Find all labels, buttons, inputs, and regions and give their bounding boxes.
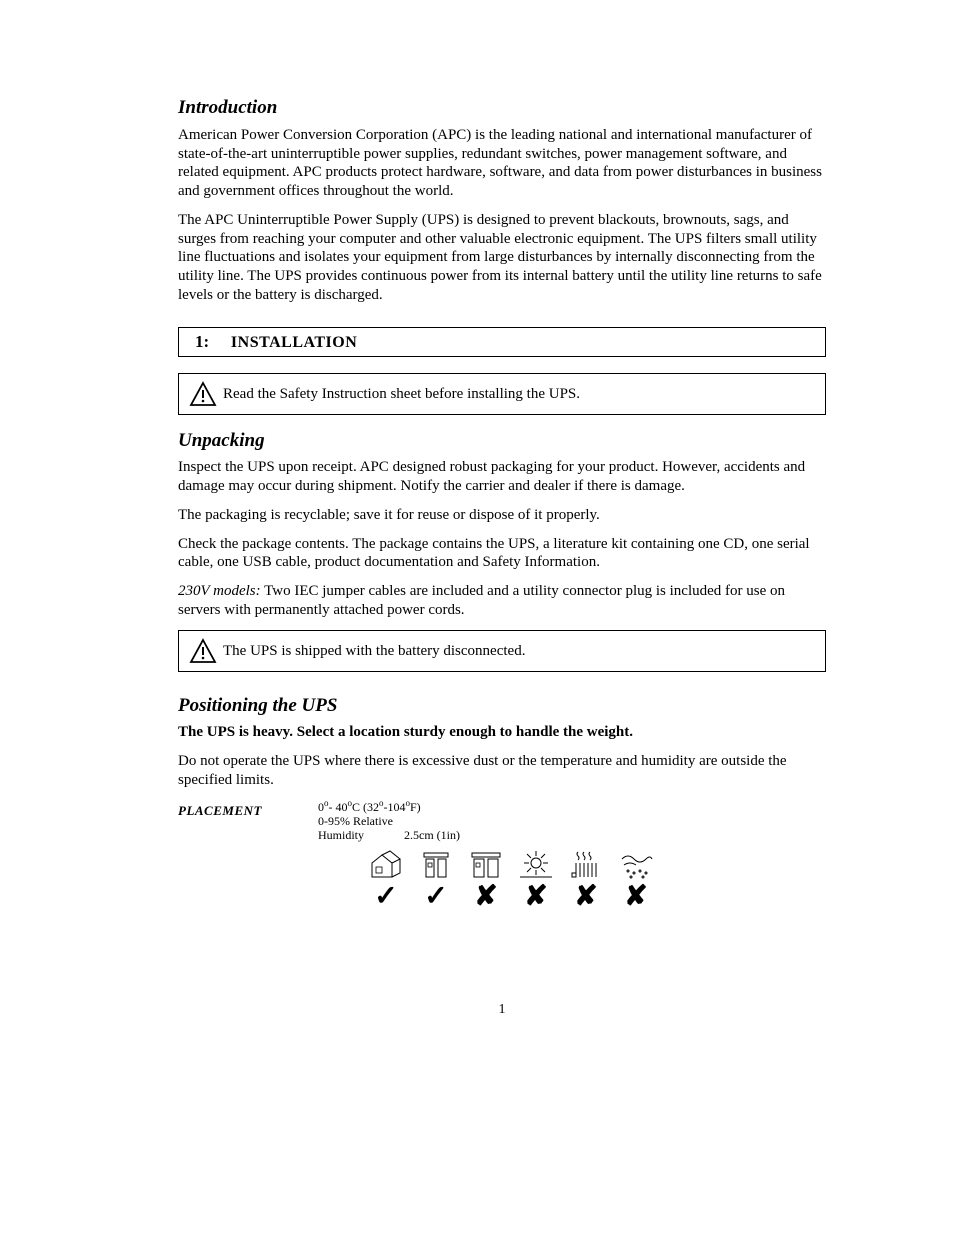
callout-safety: Read the Safety Instruction sheet before… [178,373,826,415]
positioning-bold: The UPS is heavy. Select a location stur… [178,723,826,742]
mark-2: ✓ [416,883,456,911]
placement-label: PLACEMENT [178,800,318,911]
callout-battery: The UPS is shipped with the battery disc… [178,630,826,672]
unpacking-p4-rest: Two IEC jumper cables are included and a… [178,583,785,618]
positioning-heading: Positioning the UPS [178,694,826,718]
placement-marks-row: ✓ ✓ ✘ ✘ ✘ ✘ [366,883,874,911]
mark-5: ✘ [566,883,606,911]
placement-humidity: 0-95% Relative [318,814,826,828]
warning-icon [183,638,223,664]
unpacking-p1: Inspect the UPS upon receipt. APC design… [178,458,826,496]
mark-4: ✘ [516,883,556,911]
indoor-icon [366,845,406,879]
placement-figure: 0o- 40oC (32o-104oF) 0-95% Relative Humi… [318,800,826,911]
placement-temp: 0o- 40oC (32o-104oF) [318,800,826,814]
mark-1: ✓ [366,883,406,911]
intro-heading: Introduction [178,96,826,120]
sun-icon [516,845,556,879]
section-1-title: INSTALLATION [231,334,357,351]
warning-icon [183,381,223,407]
positioning-p1: Do not operate the UPS where there is ex… [178,752,826,790]
intro-p2: The APC Uninterruptible Power Supply (UP… [178,211,826,305]
placement-icons-row [366,845,874,879]
moisture-icon [616,845,656,879]
callout-safety-text: Read the Safety Instruction sheet before… [223,383,580,404]
clearance-tight-icon [466,845,506,879]
section-1-heading-box: 1: INSTALLATION [178,327,826,357]
mark-3: ✘ [466,883,506,911]
placement-humidity2: Humidity [318,828,364,842]
page-number: 1 [178,1001,826,1019]
section-1-number: 1: [195,332,209,351]
unpacking-p4-runin: 230V models: [178,583,261,599]
intro-p1: American Power Conversion Corporation (A… [178,126,826,201]
unpacking-p2: The packaging is recyclable; save it for… [178,506,826,525]
clearance-ok-icon [416,845,456,879]
heater-icon [566,845,606,879]
placement-label-text: PLACEMENT [178,803,262,818]
callout-battery-text: The UPS is shipped with the battery disc… [223,640,525,661]
unpacking-p4: 230V models: Two IEC jumper cables are i… [178,582,826,620]
unpacking-heading: Unpacking [178,429,826,453]
unpacking-p3: Check the package contents. The package … [178,535,826,573]
placement-clearance: 2.5cm (1in) [404,828,460,842]
placement-block: PLACEMENT 0o- 40oC (32o-104oF) 0-95% Rel… [178,800,826,911]
mark-6: ✘ [616,883,656,911]
